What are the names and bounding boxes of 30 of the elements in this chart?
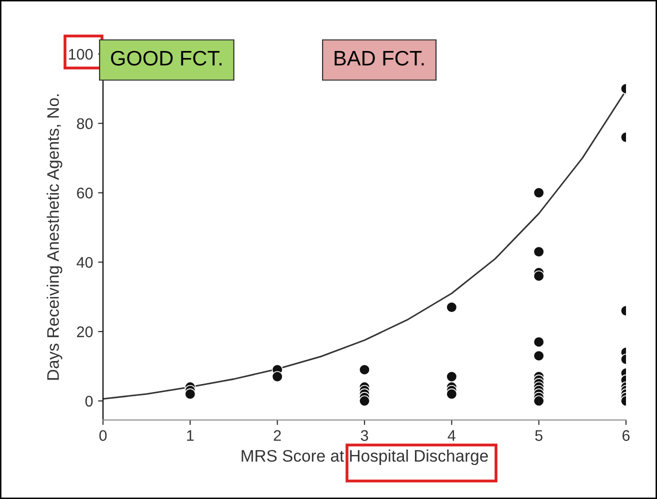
y-tick-label: 80 — [76, 118, 93, 130]
point — [272, 371, 283, 382]
point — [358, 395, 370, 406]
point — [446, 371, 458, 382]
y-axis-title: Days Receiving Anesthetic Agents, No. — [46, 94, 62, 380]
x-axis-title: MRS Score at Hospital Discharge — [242, 450, 488, 466]
y-tick-label: 0 — [85, 396, 93, 407]
point — [533, 270, 544, 282]
y-tick-label: 100 — [68, 48, 93, 60]
x-tick-label: 6 — [622, 430, 630, 441]
point — [533, 246, 544, 258]
x-tick-label: 2 — [274, 430, 281, 441]
point — [446, 302, 458, 313]
point — [358, 364, 370, 376]
y-tick-label: 40 — [76, 257, 93, 268]
annotation: GOOD FCT. — [111, 50, 222, 66]
x-tick-label: 1 — [187, 430, 194, 441]
point — [533, 187, 544, 198]
point — [446, 388, 458, 400]
point — [533, 395, 544, 406]
x-tick-label: 0 — [99, 430, 107, 441]
x-tick-label: 5 — [535, 430, 542, 441]
y-tick-label: 20 — [77, 326, 93, 338]
annotation: BAD FCT. — [334, 50, 424, 66]
y-tick-label: 60 — [77, 188, 93, 198]
point — [533, 350, 544, 362]
point — [533, 336, 544, 348]
point — [184, 388, 196, 400]
x-tick-label: 3 — [360, 430, 368, 441]
x-tick-label: 4 — [448, 430, 456, 441]
